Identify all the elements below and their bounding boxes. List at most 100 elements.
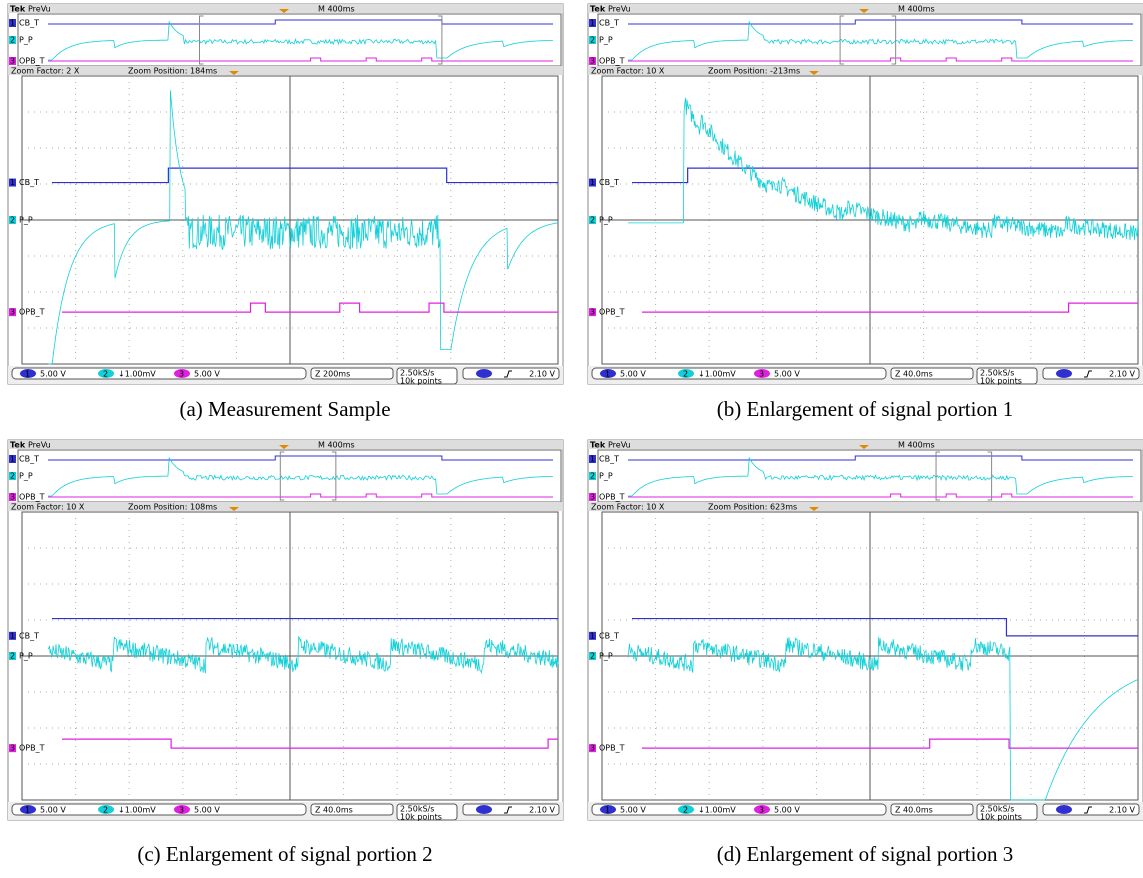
channel-label: P_P <box>599 216 613 225</box>
channel-scale: 5.00 V <box>620 806 646 815</box>
trigger-chip <box>476 805 492 814</box>
channel-number: 1 <box>10 178 15 187</box>
channel-scale: ↓1.00mV <box>118 370 156 379</box>
channel-chip-number: 3 <box>179 806 184 815</box>
channel-number: 1 <box>590 455 595 464</box>
channel-scale: ↓1.00mV <box>698 806 736 815</box>
overview <box>18 14 561 66</box>
zoom-bar <box>588 66 1143 75</box>
channel-label: CB_T <box>19 455 39 464</box>
channel-label: CB_T <box>599 631 619 640</box>
channel-scale: 5.00 V <box>774 370 800 379</box>
channel-number: 3 <box>10 57 15 66</box>
channel-label: P_P <box>19 472 33 481</box>
trigger-level: 2.10 V <box>1109 806 1135 815</box>
channel-number: 1 <box>590 19 595 28</box>
mode: PreVu <box>28 441 51 450</box>
channel-chip-number: 2 <box>683 806 688 815</box>
channel-label: CB_T <box>19 19 39 28</box>
channel-number: 1 <box>10 631 15 640</box>
zoom-scale: Z 200ms <box>315 370 350 379</box>
channel-number: 2 <box>590 216 595 225</box>
channel-number: 3 <box>590 744 595 753</box>
channel-label: OPB_T <box>19 493 45 502</box>
channel-number: 2 <box>590 36 595 45</box>
channel-label: P_P <box>599 472 613 481</box>
zoom-scale: Z 40.0ms <box>895 370 933 379</box>
channel-number: 2 <box>10 216 15 225</box>
channel-label: OPB_T <box>19 308 45 317</box>
scope-screen: TekPreVuM 400ms1CB_T2P_P3OPB_TZoom Facto… <box>8 4 563 386</box>
channel-scale: ↓1.00mV <box>698 370 736 379</box>
channel-chip-number: 3 <box>759 806 764 815</box>
channel-label: P_P <box>599 652 613 661</box>
caption: (a) Measurement Sample <box>179 397 390 421</box>
channel-number: 2 <box>590 472 595 481</box>
zoom-scale: Z 40.0ms <box>895 806 933 815</box>
channel-label: CB_T <box>599 19 619 28</box>
channel-label: P_P <box>19 216 33 225</box>
trigger-chip <box>476 369 492 378</box>
zoom-position: Zoom Position: -213ms <box>708 67 800 76</box>
channel-scale: 5.00 V <box>40 806 66 815</box>
mode: PreVu <box>608 441 631 450</box>
channel-scale: 5.00 V <box>774 806 800 815</box>
caption: (c) Enlargement of signal portion 2 <box>137 842 432 866</box>
scope-screen: TekPreVuM 400ms1CB_T2P_P3OPB_TZoom Facto… <box>588 440 1143 822</box>
zoom-scale: Z 40.0ms <box>315 806 353 815</box>
channel-scale: 5.00 V <box>620 370 646 379</box>
zoom-factor: Zoom Factor: 2 X <box>11 67 80 76</box>
channel-number: 1 <box>10 19 15 28</box>
channel-number: 3 <box>590 308 595 317</box>
record-length: 10k points <box>400 377 442 386</box>
channel-label: OPB_T <box>599 493 625 502</box>
trigger-level: 2.10 V <box>529 370 555 379</box>
timebase: M 400ms <box>898 441 935 450</box>
channel-scale: 5.00 V <box>194 806 220 815</box>
trigger-chip <box>1056 805 1072 814</box>
channel-number: 2 <box>590 652 595 661</box>
channel-chip-number: 2 <box>103 806 108 815</box>
channel-label: OPB_T <box>599 744 625 753</box>
channel-number: 3 <box>10 308 15 317</box>
channel-number: 2 <box>10 36 15 45</box>
channel-label: P_P <box>599 36 613 45</box>
figure: TekPreVuM 400ms1CB_T2P_P3OPB_TZoom Facto… <box>0 0 1143 878</box>
zoom-position: Zoom Position: 184ms <box>128 67 217 76</box>
channel-label: OPB_T <box>599 57 625 66</box>
zoom-factor: Zoom Factor: 10 X <box>591 503 665 512</box>
channel-number: 3 <box>590 57 595 66</box>
timebase: M 400ms <box>318 5 355 14</box>
channel-chip-number: 3 <box>759 370 764 379</box>
trigger-level: 2.10 V <box>529 806 555 815</box>
channel-number: 1 <box>10 455 15 464</box>
channel-label: OPB_T <box>599 308 625 317</box>
channel-number: 2 <box>10 472 15 481</box>
zoom-bar <box>8 66 563 75</box>
brand: Tek <box>590 441 606 450</box>
scope-screen: TekPreVuM 400ms1CB_T2P_P3OPB_TZoom Facto… <box>588 4 1143 386</box>
record-length: 10k points <box>980 377 1022 386</box>
trigger-level: 2.10 V <box>1109 370 1135 379</box>
scope-screen: TekPreVuM 400ms1CB_T2P_P3OPB_TZoom Facto… <box>8 440 563 822</box>
channel-chip-number: 2 <box>683 370 688 379</box>
channel-number: 1 <box>590 631 595 640</box>
channel-label: CB_T <box>19 178 39 187</box>
channel-scale: 5.00 V <box>40 370 66 379</box>
channel-chip-number: 1 <box>25 370 30 379</box>
mode: PreVu <box>28 5 51 14</box>
channel-chip-number: 1 <box>605 806 610 815</box>
channel-chip-number: 3 <box>179 370 184 379</box>
channel-label: CB_T <box>599 455 619 464</box>
channel-number: 3 <box>10 744 15 753</box>
zoom-position: Zoom Position: 108ms <box>128 503 217 512</box>
channel-label: OPB_T <box>19 57 45 66</box>
channel-label: P_P <box>19 652 33 661</box>
channel-label: CB_T <box>19 631 39 640</box>
zoom-factor: Zoom Factor: 10 X <box>11 503 85 512</box>
brand: Tek <box>10 5 26 14</box>
channel-scale: 5.00 V <box>194 370 220 379</box>
channel-number: 3 <box>590 493 595 502</box>
mode: PreVu <box>608 5 631 14</box>
caption: (d) Enlargement of signal portion 3 <box>717 842 1013 866</box>
